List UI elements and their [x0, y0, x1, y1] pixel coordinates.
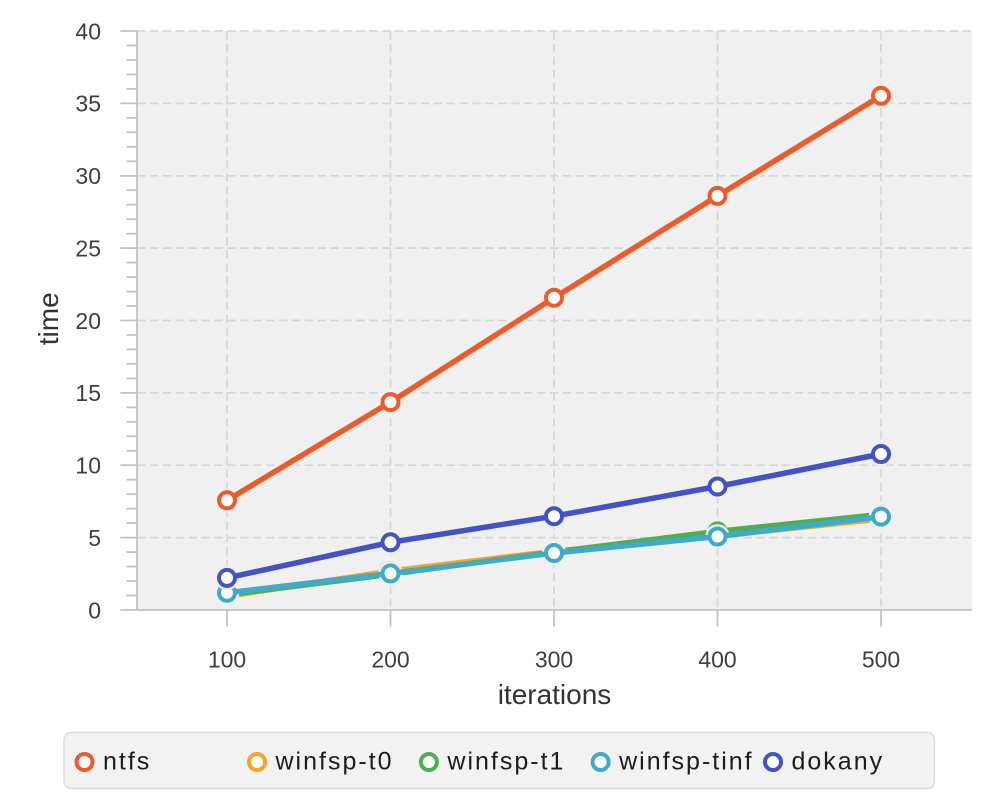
svg-text:ntfs: ntfs — [103, 748, 151, 776]
svg-text:0: 0 — [88, 597, 101, 623]
svg-text:40: 40 — [75, 18, 101, 44]
svg-text:500: 500 — [862, 647, 900, 673]
svg-text:5: 5 — [88, 525, 101, 551]
svg-text:400: 400 — [698, 647, 736, 673]
svg-text:15: 15 — [75, 380, 101, 406]
svg-text:iterations: iterations — [498, 679, 612, 710]
svg-text:10: 10 — [75, 453, 101, 479]
svg-text:20: 20 — [75, 308, 101, 334]
svg-text:winfsp-tinf: winfsp-tinf — [618, 748, 754, 776]
svg-text:30: 30 — [75, 163, 101, 189]
svg-text:winfsp-t0: winfsp-t0 — [275, 748, 394, 776]
svg-text:100: 100 — [208, 647, 246, 673]
svg-text:25: 25 — [75, 235, 101, 261]
svg-text:winfsp-t1: winfsp-t1 — [446, 748, 565, 776]
svg-text:300: 300 — [535, 647, 573, 673]
svg-text:dokany: dokany — [792, 748, 885, 776]
svg-text:35: 35 — [75, 91, 101, 117]
svg-text:200: 200 — [371, 647, 409, 673]
svg-text:time: time — [33, 292, 64, 345]
